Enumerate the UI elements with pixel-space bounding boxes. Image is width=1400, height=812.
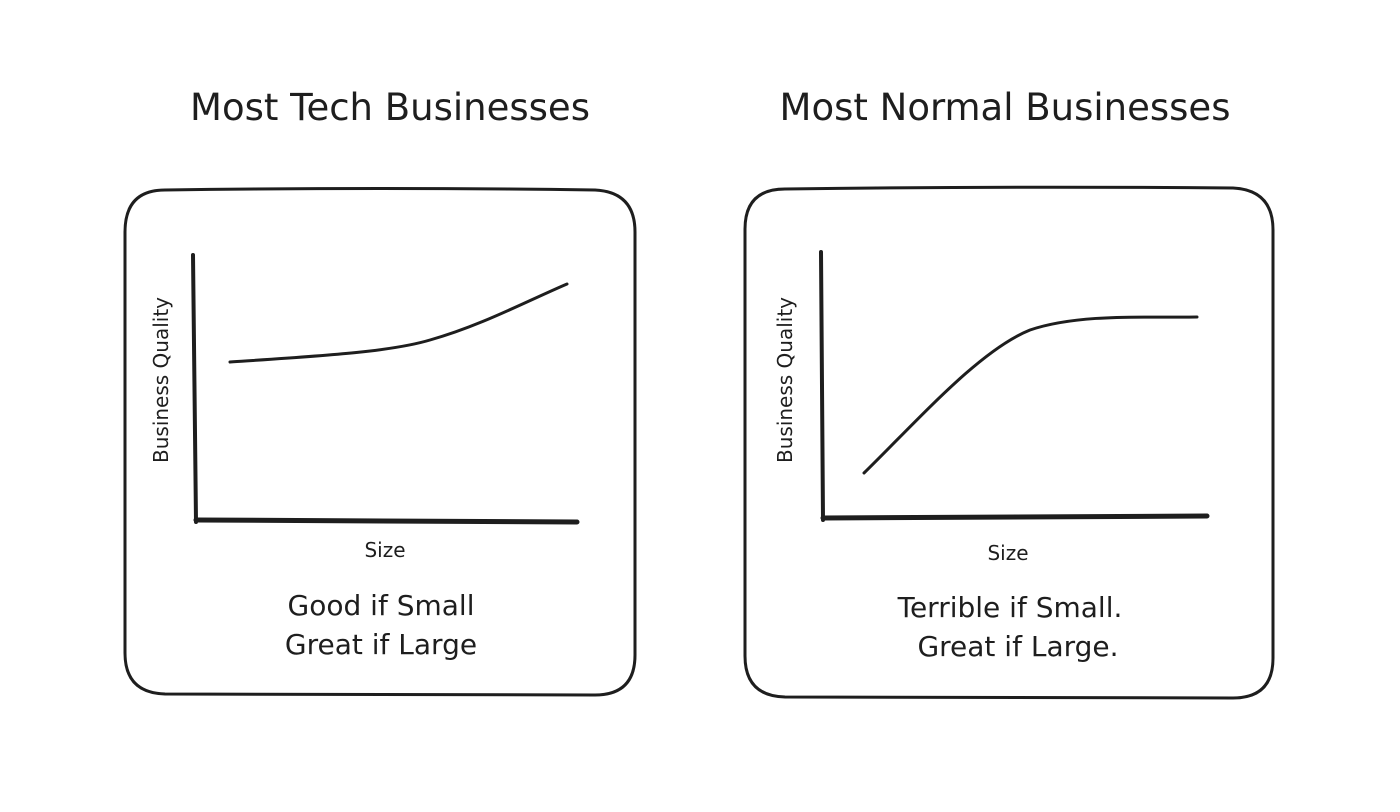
trend-curve: [862, 315, 1199, 475]
caption-line-1: Terrible if Small.: [897, 591, 1123, 624]
x-axis: [193, 517, 580, 525]
y-axis: [191, 253, 198, 524]
caption-line-2: Great if Large.: [917, 630, 1118, 663]
x-axis-label: Size: [987, 541, 1028, 565]
panel-title: Most Normal Businesses: [780, 86, 1231, 129]
x-axis-label: Size: [364, 538, 405, 562]
y-axis-label: Business Quality: [773, 297, 797, 463]
panel-tech-businesses: Most Tech Businesses Business Quality Si…: [123, 86, 637, 697]
panel-normal-businesses: Most Normal Businesses Business Quality …: [743, 86, 1275, 700]
panel-title: Most Tech Businesses: [190, 86, 590, 129]
y-axis: [819, 250, 825, 522]
y-axis-label: Business Quality: [149, 297, 173, 463]
caption-line-1: Good if Small: [288, 589, 475, 622]
panel-frame: [123, 187, 637, 697]
panel-frame: [743, 185, 1275, 700]
x-axis: [820, 513, 1210, 521]
caption-line-2: Great if Large: [285, 628, 477, 661]
trend-curve: [228, 282, 569, 364]
